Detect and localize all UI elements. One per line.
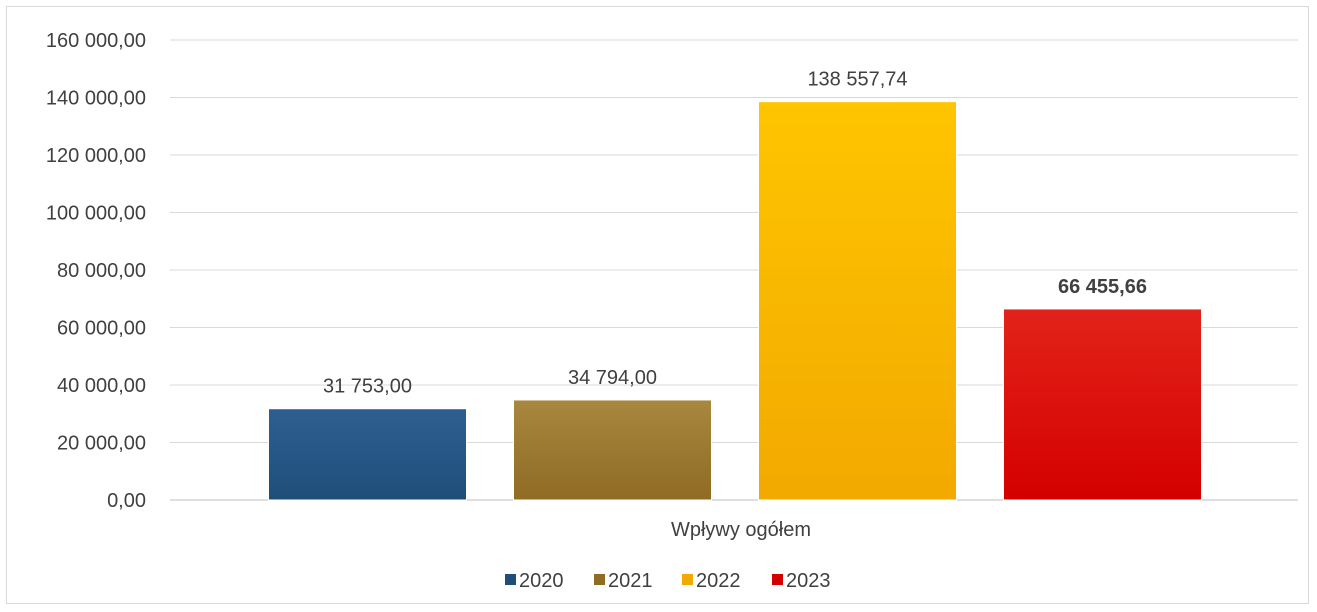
y-tick-label: 80 000,00: [57, 260, 146, 282]
legend-swatch-2020: [505, 574, 516, 585]
y-tick-label: 160 000,00: [46, 30, 146, 52]
y-tick-label: 20 000,00: [57, 433, 146, 455]
legend-label-2021: 2021: [608, 570, 653, 592]
y-axis-tick-labels: 0,00 20 000,00 40 000,00 60 000,00 80 000,00…: [46, 30, 146, 512]
data-label-2023: 66 455,66: [1058, 276, 1147, 298]
bar-2022: [758, 101, 957, 501]
category-label: Wpływy ogółem: [671, 519, 811, 541]
y-tick-label: 140 000,00: [46, 88, 146, 110]
legend-label-2020: 2020: [519, 570, 564, 592]
y-tick-label: 60 000,00: [57, 318, 146, 340]
y-tick-label: 100 000,00: [46, 203, 146, 225]
x-axis-category-labels: Wpływy ogółem: [671, 519, 811, 541]
chart-frame: [6, 6, 1309, 604]
legend-swatch-2022: [682, 574, 693, 585]
data-labels: 31 753,00 34 794,00 138 557,74 66 455,66: [323, 69, 1147, 398]
legend-swatch-2021: [594, 574, 605, 585]
legend-swatch-2023: [772, 574, 783, 585]
bar-2020: [268, 408, 467, 501]
y-tick-label: 40 000,00: [57, 375, 146, 397]
legend-label-2022: 2022: [696, 570, 741, 592]
data-label-2021: 34 794,00: [568, 367, 657, 389]
legend-label-2023: 2023: [786, 570, 831, 592]
data-label-2020: 31 753,00: [323, 376, 412, 398]
data-label-2022: 138 557,74: [807, 69, 907, 91]
bar-2021: [513, 399, 712, 501]
bars: [268, 101, 1202, 501]
bar-2023: [1003, 308, 1202, 501]
legend: 2020 2021 2022 2023: [505, 570, 831, 592]
y-tick-label: 0,00: [107, 490, 146, 512]
y-tick-label: 120 000,00: [46, 145, 146, 167]
